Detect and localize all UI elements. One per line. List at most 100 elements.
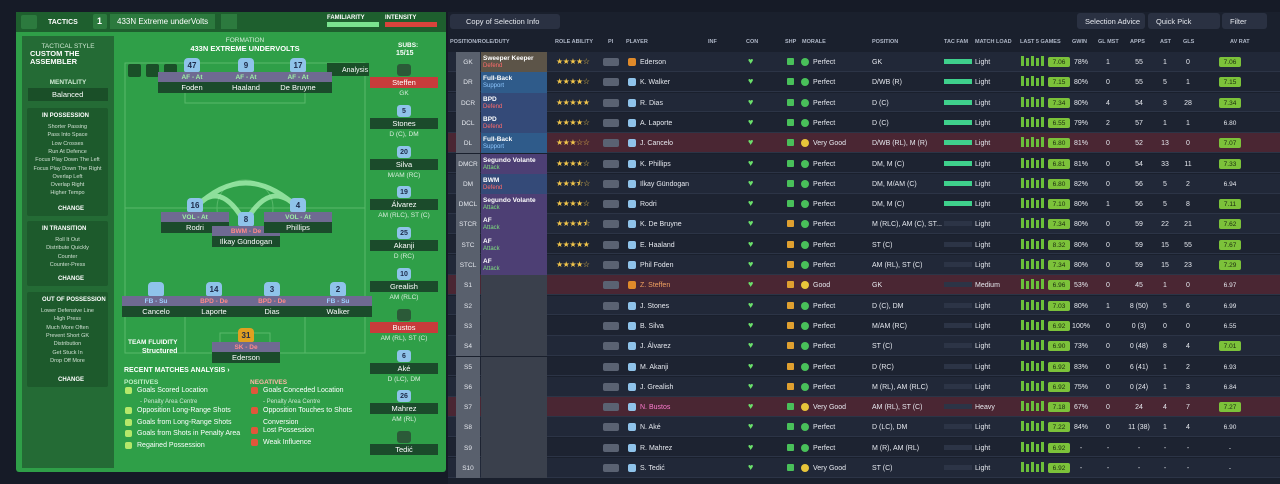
name-bar[interactable]: [304, 306, 372, 317]
quick-pick[interactable]: Quick Pick: [1156, 17, 1192, 26]
quick-pick-button[interactable]: [1148, 13, 1220, 29]
name-bar[interactable]: [264, 82, 332, 93]
player-name[interactable]: Phillips: [286, 223, 310, 232]
filter-button[interactable]: [1222, 13, 1267, 29]
column-header[interactable]: GL MST: [1098, 39, 1119, 45]
sub-name-bar[interactable]: [370, 117, 438, 129]
player-name[interactable]: M. Akanji: [640, 363, 669, 371]
table-row[interactable]: [448, 397, 1280, 417]
table-row[interactable]: [448, 255, 1280, 275]
player-name[interactable]: E. Haaland: [640, 241, 675, 249]
name-bar[interactable]: [238, 306, 306, 317]
table-row[interactable]: [448, 295, 1280, 316]
table-row[interactable]: [448, 214, 1280, 235]
table-row[interactable]: [448, 92, 1280, 113]
copy-button[interactable]: [450, 14, 560, 29]
player-name[interactable]: Dias: [264, 307, 280, 316]
name-bar[interactable]: [264, 222, 332, 233]
sub-name-bar[interactable]: [370, 240, 438, 252]
table-row[interactable]: [448, 112, 1280, 133]
table-row[interactable]: [448, 153, 1280, 174]
column-header[interactable]: GWIN: [1072, 39, 1087, 45]
player-name[interactable]: Phil Foden: [640, 262, 674, 269]
player-name[interactable]: Foden: [181, 83, 203, 92]
sub-name[interactable]: Álvarez: [391, 200, 417, 210]
sub-name[interactable]: Aké: [397, 363, 411, 373]
name-bar[interactable]: [158, 82, 226, 93]
sub-name[interactable]: Stones: [392, 118, 416, 128]
sub-name-bar[interactable]: [370, 199, 438, 211]
sub-name[interactable]: Akanji: [393, 241, 415, 251]
player-name[interactable]: N. Aké: [640, 424, 661, 432]
player-name[interactable]: J. Álvarez: [640, 343, 671, 351]
sub-name[interactable]: Tedić: [395, 445, 413, 455]
column-header[interactable]: GLS: [1183, 39, 1195, 45]
selection-advice[interactable]: Selection Advice: [1085, 17, 1141, 26]
mentality[interactable]: Balanced: [52, 90, 84, 99]
table-row[interactable]: [448, 458, 1280, 478]
name-bar[interactable]: [212, 352, 280, 363]
column-header[interactable]: PLAYER: [626, 39, 648, 45]
table-row[interactable]: [448, 133, 1280, 153]
copy-selection[interactable]: Copy of Selection Info: [466, 17, 540, 26]
change-button[interactable]: CHANGE: [58, 276, 85, 282]
sub-name[interactable]: Bustos: [392, 322, 416, 332]
view-button[interactable]: [146, 64, 159, 77]
view-button[interactable]: [128, 64, 141, 77]
sub-name[interactable]: Silva: [395, 159, 413, 169]
player-name[interactable]: Ilkay Gündogan: [219, 237, 273, 246]
column-header[interactable]: APPS: [1130, 39, 1145, 45]
player-name[interactable]: Walker: [326, 307, 350, 316]
table-row[interactable]: [448, 72, 1280, 93]
table-row[interactable]: [448, 336, 1280, 356]
mentality-dropdown[interactable]: [28, 88, 108, 101]
filter[interactable]: Filter: [1230, 17, 1247, 26]
column-header[interactable]: AV RAT: [1230, 39, 1250, 45]
add-button[interactable]: [221, 14, 237, 29]
player-name[interactable]: Laporte: [201, 307, 227, 316]
column-header[interactable]: POSITION: [872, 39, 899, 45]
player-name[interactable]: A. Laporte: [640, 119, 673, 127]
sub-name-bar[interactable]: [370, 77, 438, 88]
tactic-name[interactable]: 433N Extreme underVolts: [117, 17, 209, 26]
advice-button[interactable]: [1077, 13, 1145, 29]
player-name[interactable]: J. Grealish: [640, 383, 674, 391]
table-row[interactable]: [448, 275, 1280, 296]
name-bar[interactable]: [212, 236, 280, 247]
table-row[interactable]: [448, 194, 1280, 214]
column-header[interactable]: MATCH LOAD: [975, 39, 1012, 45]
player-name[interactable]: Ederson: [640, 59, 667, 66]
table-row[interactable]: [448, 234, 1280, 255]
name-bar[interactable]: [212, 82, 280, 93]
player-name[interactable]: N. Bustos: [640, 404, 671, 412]
sub-name-bar[interactable]: [370, 444, 438, 456]
column-header[interactable]: AST: [1160, 39, 1171, 45]
sub-name-bar[interactable]: [370, 158, 438, 170]
name-bar[interactable]: [122, 306, 190, 317]
name-bar[interactable]: [180, 306, 248, 317]
player-name[interactable]: R. Dias: [640, 99, 663, 107]
column-header[interactable]: POSITION/ROLE/DUTY: [450, 39, 510, 45]
player-name[interactable]: K. Phillips: [640, 160, 671, 168]
column-header[interactable]: MORALE: [802, 39, 826, 45]
table-row[interactable]: [448, 173, 1280, 194]
player-name[interactable]: Ilkay Gündogan: [640, 180, 690, 188]
player-name[interactable]: Haaland: [232, 83, 260, 92]
player-name[interactable]: Ederson: [232, 353, 260, 362]
player-name[interactable]: De Bruyne: [280, 83, 316, 92]
table-row[interactable]: [448, 356, 1280, 377]
change-button[interactable]: CHANGE: [58, 377, 85, 383]
player-name[interactable]: B. Silva: [640, 322, 664, 330]
sub-name-bar[interactable]: [370, 281, 438, 292]
player-name[interactable]: S. Tedić: [640, 465, 665, 472]
change-button[interactable]: CHANGE: [58, 206, 85, 212]
column-header[interactable]: INF: [708, 39, 717, 45]
column-header[interactable]: SHP: [785, 39, 797, 45]
tactic-dropdown[interactable]: [110, 14, 215, 29]
column-header[interactable]: TAC FAM: [944, 39, 969, 45]
player-name[interactable]: K. De Bruyne: [640, 221, 682, 229]
table-row[interactable]: [448, 52, 1280, 72]
player-name[interactable]: J. Cancelo: [640, 140, 674, 148]
column-header[interactable]: LAST 5 GAMES: [1020, 39, 1061, 45]
sub-name-bar[interactable]: [370, 321, 438, 333]
